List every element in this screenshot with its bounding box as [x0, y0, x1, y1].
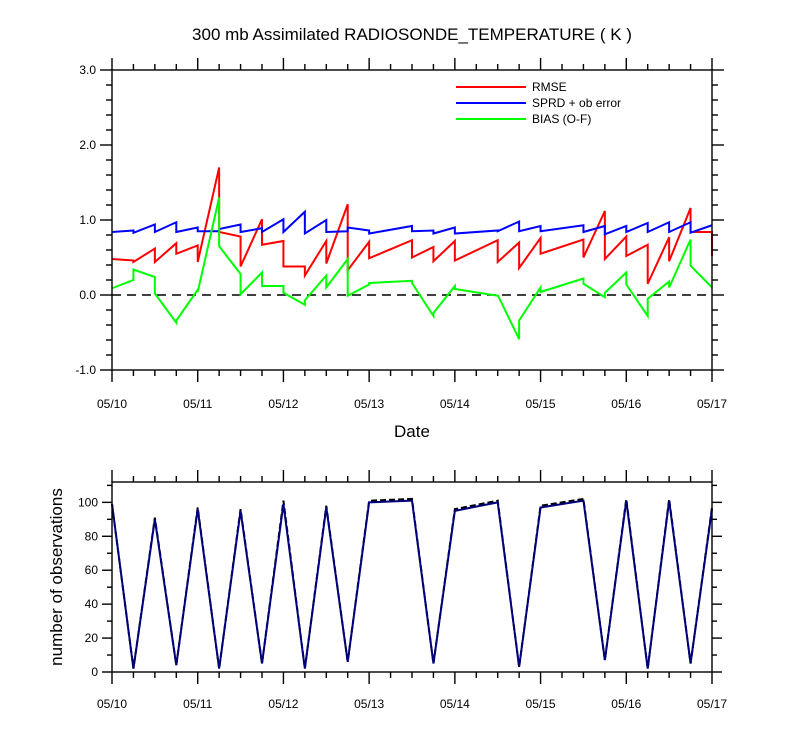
top-x-tick-label: 05/13	[354, 397, 384, 411]
bottom-x-tick-label: 05/15	[526, 697, 556, 711]
chart-title: 300 mb Assimilated RADIOSONDE_TEMPERATUR…	[192, 25, 632, 44]
legend: RMSE SPRD + ob error BIAS (O-F)	[456, 80, 621, 126]
y-axis-label-observations: number of observations	[47, 488, 66, 666]
bottom-x-tick-label: 05/12	[268, 697, 298, 711]
top-series-bias-o-f-	[111, 197, 713, 340]
legend-label: RMSE	[532, 80, 567, 94]
legend-label: BIAS (O-F)	[532, 112, 591, 126]
bottom-y-tick-label: 40	[85, 597, 99, 611]
observations-panel: 05/10 05/11 05/12 05/13 05/14 05/15 05/16 05/17…	[47, 470, 727, 711]
bottom-plot-frame	[111, 481, 713, 673]
x-axis-label: Date	[394, 422, 430, 441]
bottom-y-tick-label: 60	[85, 563, 99, 577]
top-x-tick-label: 05/12	[268, 397, 298, 411]
top-x-tick-label: 05/11	[183, 397, 212, 411]
bottom-x-tick-label: 05/14	[440, 697, 470, 711]
top-y-tick-label: 3.0	[79, 63, 96, 77]
legend-label: SPRD + ob error	[532, 96, 621, 110]
top-y-tick-label: -1.0	[75, 363, 96, 377]
bottom-x-tick-label: 05/11	[183, 697, 212, 711]
top-x-tick-label: 05/15	[526, 397, 556, 411]
bottom-x-tick-label: 05/16	[611, 697, 641, 711]
bottom-y-tick-label: 0	[91, 665, 98, 679]
top-plot-frame	[111, 69, 713, 371]
top-x-tick-label: 05/17	[697, 397, 727, 411]
top-y-tick-label: 1.0	[79, 213, 96, 227]
top-x-tick-label: 05/16	[611, 397, 641, 411]
bottom-series-group	[111, 497, 713, 669]
top-series-sprd-ob-error	[111, 209, 713, 236]
bottom-x-tick-label: 05/10	[97, 697, 127, 711]
top-x-tick-label: 05/10	[97, 397, 127, 411]
bottom-x-tick-label: 05/13	[354, 697, 384, 711]
bottom-series-observations-possible-	[111, 497, 713, 669]
bottom-y-tick-label: 80	[85, 529, 99, 543]
top-x-tick-label: 05/14	[440, 397, 470, 411]
bottom-series-observations-used-	[111, 499, 713, 669]
bottom-x-tick-label: 05/17	[697, 697, 727, 711]
bottom-y-tick-label: 100	[78, 495, 98, 509]
top-y-tick-label: 2.0	[79, 138, 96, 152]
top-series-group	[111, 167, 713, 340]
top-y-tick-label: 0.0	[79, 288, 96, 302]
rmse-spread-bias-panel: 300 mb Assimilated RADIOSONDE_TEMPERATUR…	[75, 25, 727, 441]
bottom-y-tick-label: 20	[85, 631, 99, 645]
